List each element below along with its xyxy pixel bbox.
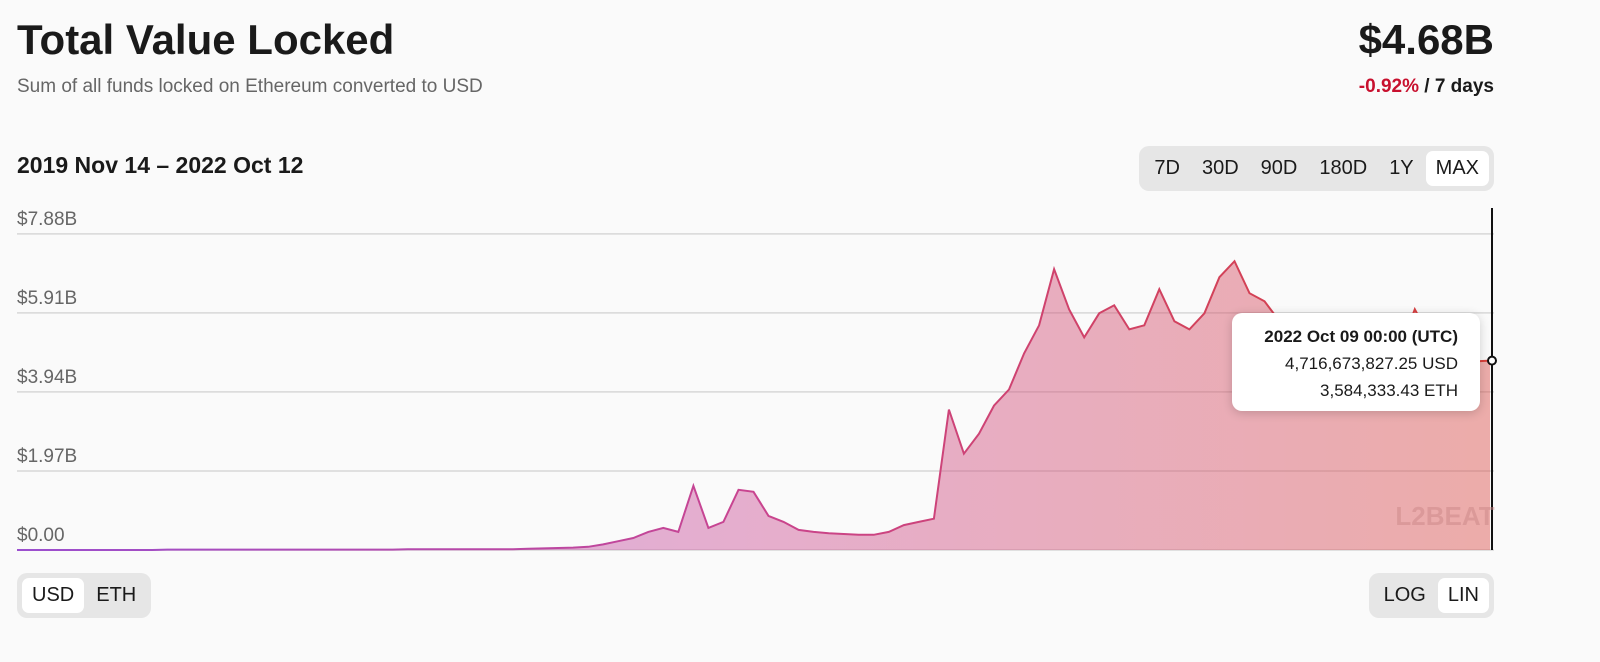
toggle-button[interactable]: 180D bbox=[1319, 157, 1368, 179]
toggle-button[interactable]: 90D bbox=[1260, 157, 1298, 179]
toggle-button[interactable]: LIN bbox=[1437, 578, 1489, 613]
scale-buttons: LOG LIN bbox=[1368, 573, 1494, 618]
change-row: -0.92% / 7 days bbox=[1359, 76, 1494, 98]
y-tick-label: $1.97B bbox=[17, 446, 77, 467]
hover-point bbox=[1487, 355, 1497, 366]
change: -0.92% bbox=[1358, 76, 1419, 97]
y-tick-label: $0.00 bbox=[17, 525, 65, 546]
toggle-button[interactable]: 7D bbox=[1154, 157, 1180, 179]
toggle-button[interactable]: MAX bbox=[1425, 151, 1489, 186]
change-period: / 7 days bbox=[1424, 76, 1494, 97]
toggle-button[interactable]: 1Y bbox=[1389, 157, 1414, 179]
tooltip: 2022 Oct 09 00:00 (UTC) 4,716,673,827.25… bbox=[1232, 313, 1480, 411]
toggle-button[interactable]: LOG bbox=[1383, 584, 1426, 606]
line bbox=[17, 259, 1491, 551]
y-tick-label: $7.88B bbox=[17, 209, 77, 230]
toggle-button[interactable]: 30D bbox=[1201, 157, 1239, 179]
toggle-button[interactable]: ETH bbox=[96, 584, 137, 606]
title: Total Value Locked bbox=[17, 16, 395, 63]
toggle-button[interactable]: USD bbox=[22, 578, 85, 613]
y-tick-label: $3.94B bbox=[17, 367, 77, 388]
range-buttons: 7D 30D 90D 180D 1Y MAX bbox=[1139, 146, 1494, 191]
tooltip-eth: 3,584,333.43 ETH bbox=[1320, 381, 1458, 400]
y-tick-label: $5.91B bbox=[17, 288, 77, 309]
subtitle: Sum of all funds locked on Ethereum conv… bbox=[17, 76, 483, 97]
total-value: $4.68B bbox=[1358, 16, 1494, 63]
area bbox=[17, 261, 1490, 550]
date-range: 2019 Nov 14 – 2022 Oct 12 bbox=[17, 152, 304, 178]
watermark: L2BEAT bbox=[1395, 501, 1494, 531]
tooltip-usd: 4,716,673,827.25 USD bbox=[1285, 354, 1458, 373]
tooltip-date: 2022 Oct 09 00:00 (UTC) bbox=[1264, 327, 1458, 346]
currency-buttons: USD ETH bbox=[17, 573, 152, 618]
